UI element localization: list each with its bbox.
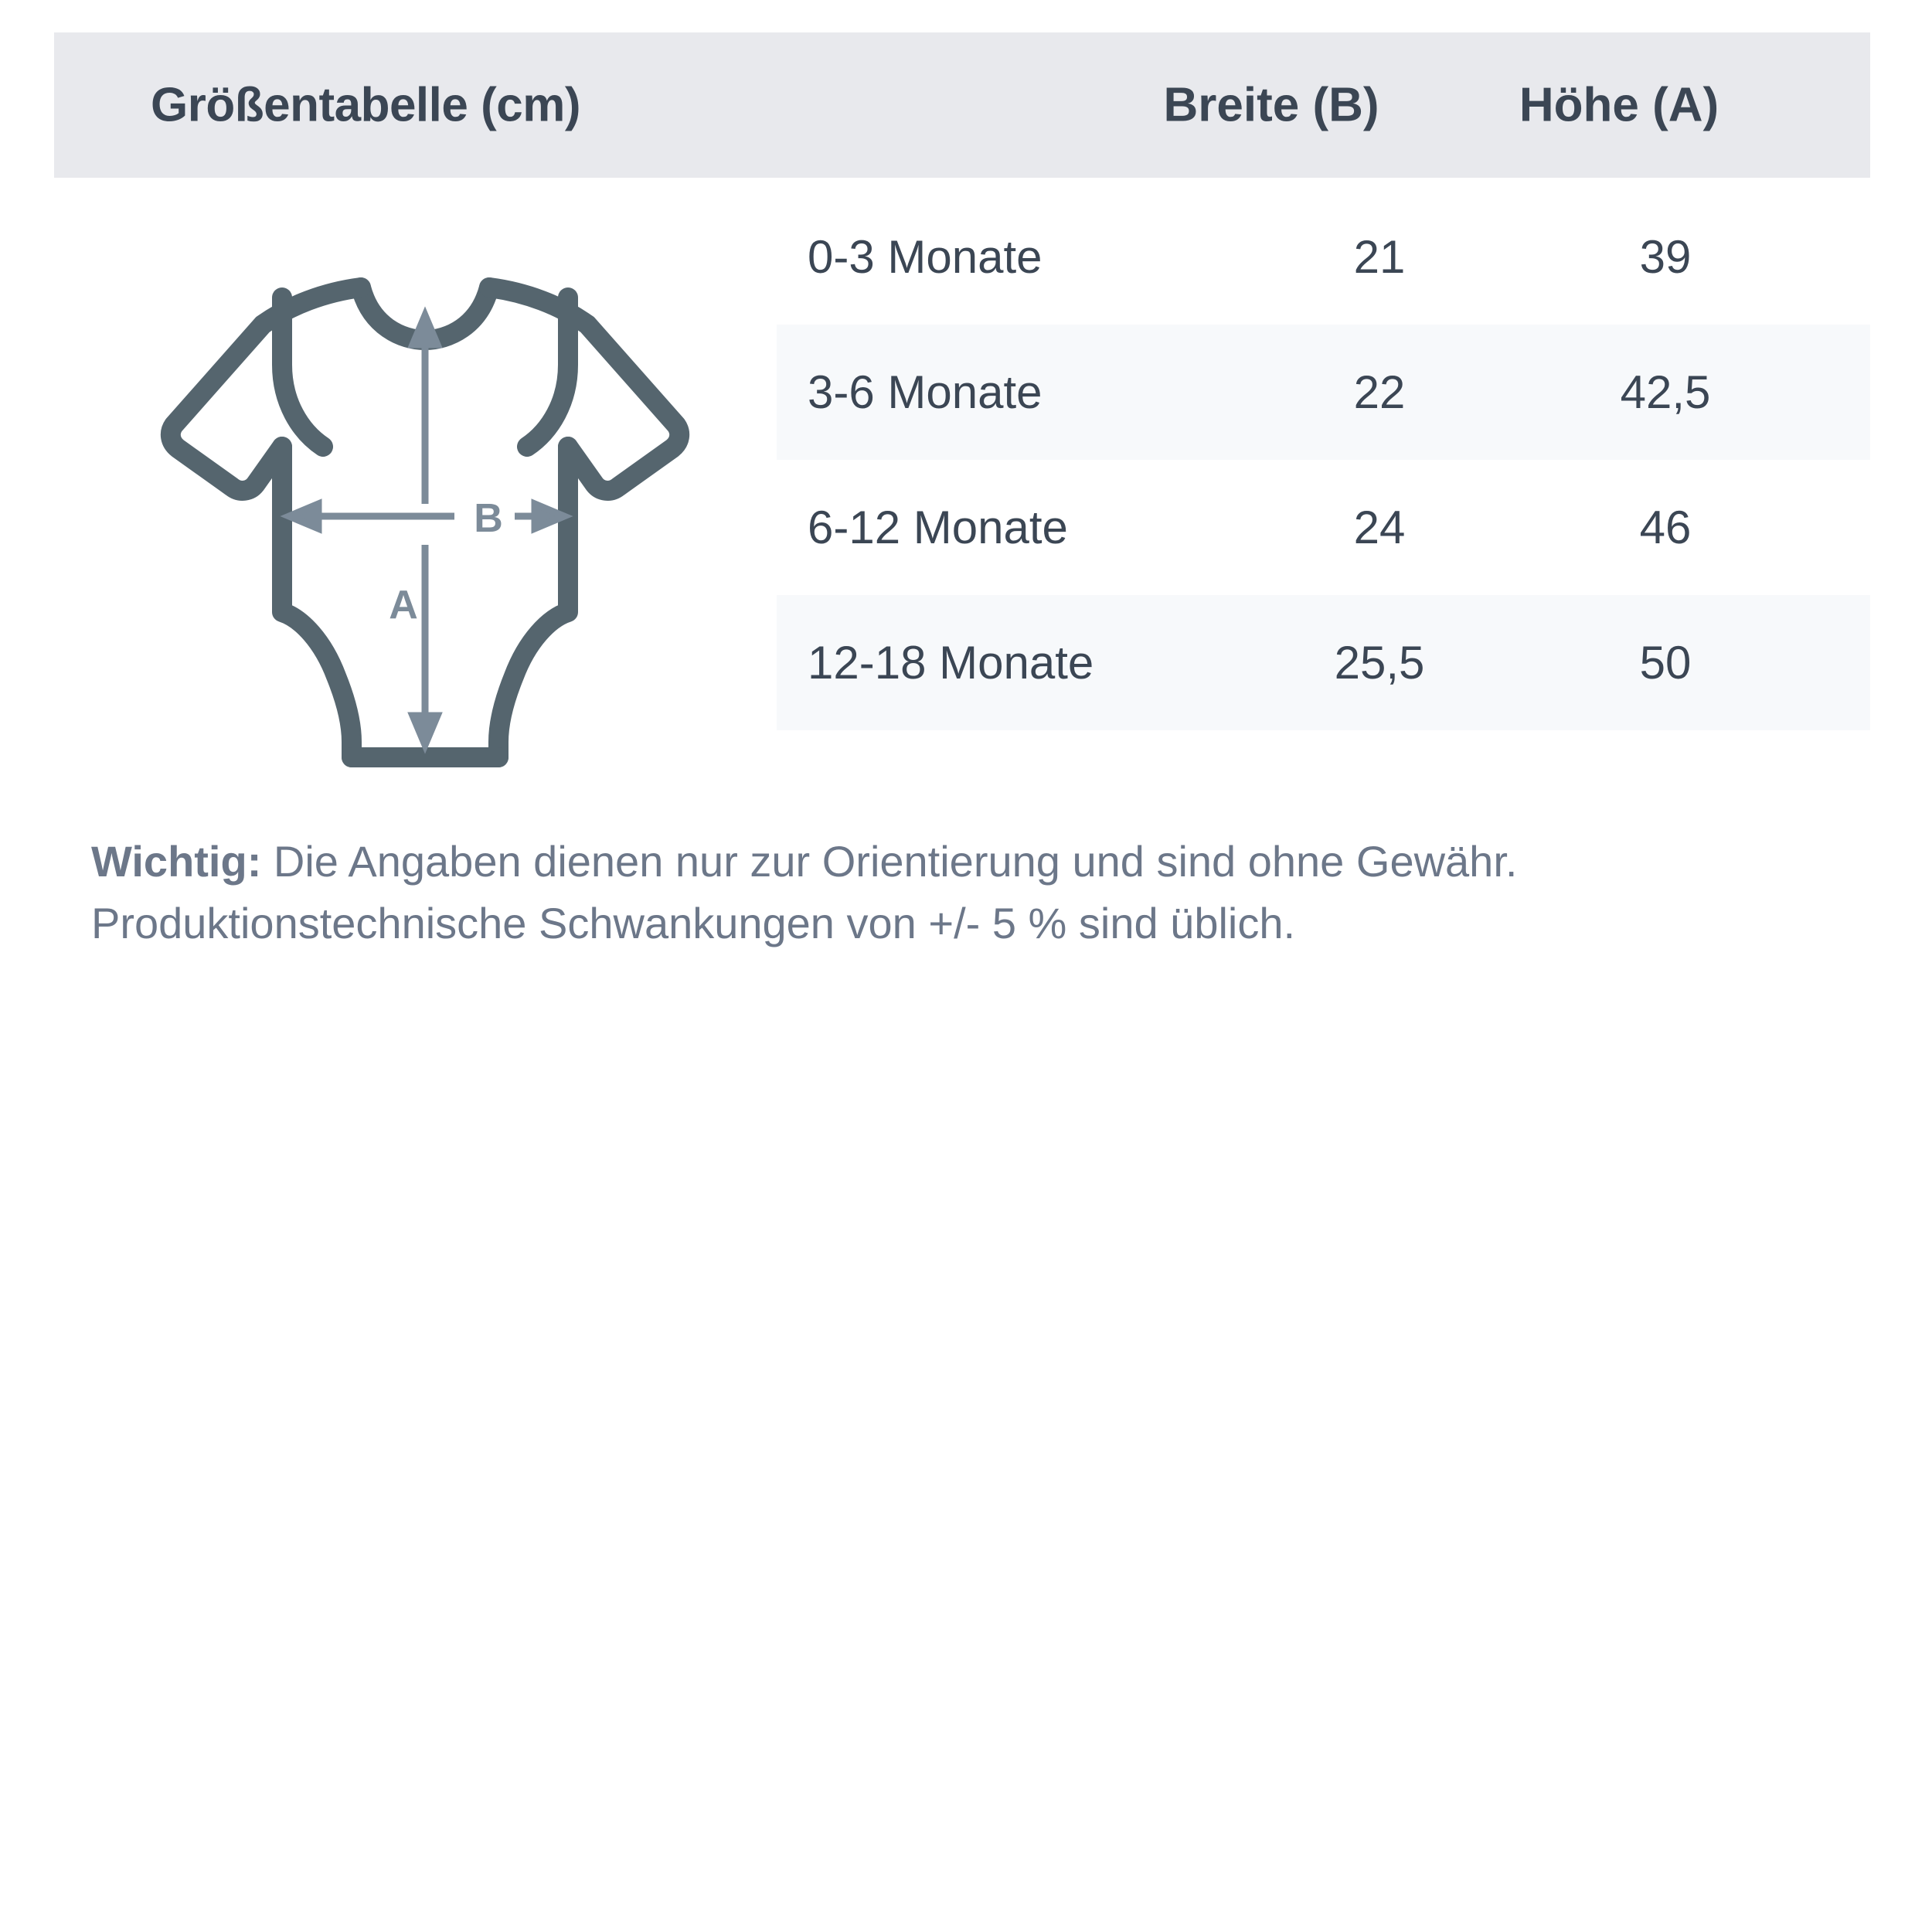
footnote-line-1-text: Die Angaben dienen nur zur Orientierung … bbox=[261, 837, 1518, 886]
table-row: 6-12 Monate 24 46 bbox=[777, 460, 1870, 595]
cell-size-label: 12-18 Monate bbox=[808, 637, 1094, 689]
size-table: 0-3 Monate 21 39 3-6 Monate 22 42,5 6-12… bbox=[777, 189, 1870, 730]
table-row: 3-6 Monate 22 42,5 bbox=[777, 325, 1870, 460]
cell-width-value: 24 bbox=[1353, 502, 1406, 553]
table-row: 12-18 Monate 25,5 50 bbox=[777, 595, 1870, 730]
width-label: B bbox=[474, 496, 503, 541]
cell-height-value: 50 bbox=[1639, 637, 1692, 689]
footnote-line-1: Wichtig: Die Angaben dienen nur zur Orie… bbox=[91, 831, 1869, 893]
table-header-band: Größentabelle (cm) Breite (B) Höhe (A) bbox=[54, 32, 1870, 178]
cell-width-value: 22 bbox=[1353, 366, 1406, 418]
column-header-height: Höhe (A) bbox=[1519, 78, 1719, 132]
height-measure-arrow bbox=[407, 306, 443, 754]
cell-height-value: 42,5 bbox=[1620, 366, 1711, 418]
height-label: A bbox=[389, 583, 418, 628]
bodysuit-outline-path bbox=[160, 277, 690, 767]
cell-width-value: 21 bbox=[1353, 231, 1406, 283]
footnote-line-2: Produktionstechnische Schwankungen von +… bbox=[91, 898, 1296, 947]
cell-height-value: 39 bbox=[1639, 231, 1692, 283]
footnote-emphasis: Wichtig: bbox=[91, 837, 262, 886]
page-title: Größentabelle (cm) bbox=[151, 78, 581, 132]
cell-size-label: 0-3 Monate bbox=[808, 231, 1043, 283]
column-header-width: Breite (B) bbox=[1163, 78, 1379, 132]
cell-height-value: 46 bbox=[1639, 502, 1692, 553]
footnote: Wichtig: Die Angaben dienen nur zur Orie… bbox=[91, 831, 1869, 954]
table-row: 0-3 Monate 21 39 bbox=[777, 189, 1870, 325]
cell-size-label: 6-12 Monate bbox=[808, 502, 1068, 553]
cell-width-value: 25,5 bbox=[1334, 637, 1425, 689]
width-measure-arrow bbox=[280, 498, 573, 534]
baby-bodysuit-icon: B A bbox=[116, 232, 734, 788]
cell-size-label: 3-6 Monate bbox=[808, 366, 1043, 418]
